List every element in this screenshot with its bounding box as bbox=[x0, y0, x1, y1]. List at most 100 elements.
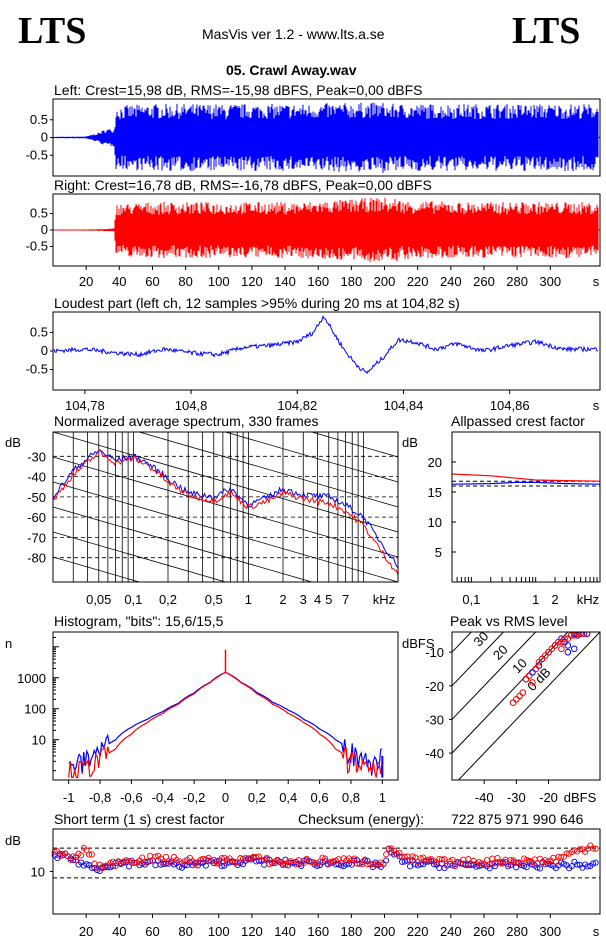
peakrms-point-right bbox=[535, 658, 543, 666]
peakrms-point-left bbox=[564, 642, 572, 649]
crest-point-left bbox=[592, 859, 599, 866]
crest-point-right bbox=[465, 855, 472, 863]
crest-point-left bbox=[574, 861, 581, 868]
crest-point-left bbox=[406, 863, 414, 870]
spectrum-xtick-label: 2 bbox=[279, 592, 286, 607]
crest-point-right bbox=[383, 851, 390, 858]
crest-point-right bbox=[438, 856, 445, 863]
crest-point-right bbox=[253, 854, 260, 861]
time-axis-label: 220 bbox=[407, 274, 429, 289]
peakrms-diagonal bbox=[457, 632, 600, 780]
spectrum-slope-line bbox=[310, 432, 398, 458]
time-axis-unit: s bbox=[593, 274, 600, 289]
loudest-part-ytick-label: 0.5 bbox=[30, 325, 48, 340]
crest-point-right bbox=[330, 858, 337, 865]
allpassed-series-left bbox=[451, 481, 601, 485]
peakrms-point-right bbox=[558, 645, 565, 653]
spectrum-slope-line bbox=[53, 556, 141, 582]
crest-point-right bbox=[322, 855, 329, 862]
crest-point-left bbox=[513, 864, 520, 871]
peakrms-point-right bbox=[532, 665, 539, 673]
right-channel-ytick-label: -0.5 bbox=[26, 239, 48, 254]
crest-point-left bbox=[534, 864, 541, 871]
peakrms-point-left bbox=[564, 648, 572, 656]
spectrum-slope-line bbox=[53, 257, 398, 357]
crest-point-right bbox=[88, 851, 95, 858]
spectrum-frame bbox=[52, 431, 399, 583]
crest-xtick-label: 180 bbox=[341, 924, 363, 939]
peakrms-xtick-label: -30 bbox=[507, 790, 526, 805]
crest-xtick-label: 240 bbox=[440, 924, 462, 939]
spectrum-xunit: kHz bbox=[373, 592, 395, 607]
crest-xtick-label: 40 bbox=[112, 924, 126, 939]
crest-point-left bbox=[94, 866, 101, 873]
spectrum-ytick-label: -80 bbox=[27, 551, 46, 566]
allpassed-title: Allpassed crest factor bbox=[451, 413, 585, 429]
spectrum-series-right bbox=[53, 449, 398, 576]
allpassed-ytick-label: 15 bbox=[428, 485, 442, 500]
histogram-xtick-label: -0,4 bbox=[152, 790, 174, 805]
crest-point-right bbox=[290, 860, 297, 867]
peakrms-xtick-label: -40 bbox=[475, 790, 494, 805]
crest-point-right bbox=[380, 860, 387, 867]
crest-point-right bbox=[83, 847, 90, 854]
crest-xtick-label: 200 bbox=[374, 924, 396, 939]
crest-point-right bbox=[351, 855, 358, 862]
spectrum-xtick-label: 7 bbox=[342, 592, 349, 607]
histogram-xtick-label: -0,8 bbox=[89, 790, 111, 805]
peakrms-point-right bbox=[580, 632, 588, 637]
right-channel-title: Right: Crest=16,78 dB, RMS=-16,78 dBFS, … bbox=[54, 177, 432, 193]
spectrum-slope-line bbox=[53, 282, 398, 382]
histogram-xtick-label: -0,2 bbox=[183, 790, 205, 805]
crest-point-right bbox=[589, 845, 597, 852]
spectrum-ytick-label: -30 bbox=[27, 449, 46, 464]
spectrum-slope-line bbox=[396, 432, 398, 433]
spectrum-xtick-label: 0,2 bbox=[159, 592, 177, 607]
spectrum-slopes bbox=[53, 257, 398, 582]
allpassed-xunit: kHz bbox=[577, 592, 599, 607]
crest-point-right bbox=[449, 856, 456, 863]
crest-point-right bbox=[59, 850, 66, 857]
checksum-label: Checksum (energy): bbox=[298, 811, 425, 827]
loudest-part-unit: s bbox=[593, 398, 600, 413]
peakrms-point-left bbox=[570, 645, 578, 653]
crest-xtick-label: 60 bbox=[145, 924, 159, 939]
loudest-part-xtick-label: 104,82 bbox=[277, 398, 317, 413]
histogram-xtick-label: -1 bbox=[63, 790, 75, 805]
time-axis-label: 180 bbox=[341, 274, 363, 289]
spectrum-xtick-label: 0,1 bbox=[124, 592, 142, 607]
crest-point-right bbox=[592, 845, 599, 852]
left-channel-title: Left: Crest=15,98 dB, RMS=-15,98 dBFS, P… bbox=[54, 82, 423, 98]
crest-point-right bbox=[152, 853, 159, 860]
peakrms-diagonal bbox=[452, 632, 505, 687]
crest-point-right bbox=[51, 848, 58, 855]
time-axis-label: 80 bbox=[178, 274, 192, 289]
crest-point-right bbox=[494, 854, 501, 862]
loudest-part-xtick-label: 104,86 bbox=[490, 398, 530, 413]
crest-xtick-label: 300 bbox=[539, 924, 561, 939]
allpassed-ytick-label: 5 bbox=[435, 545, 442, 560]
time-axis-label: 200 bbox=[374, 274, 396, 289]
crest-point-left bbox=[486, 865, 493, 872]
right-channel-ytick-label: 0.5 bbox=[30, 206, 48, 221]
crest-point-right bbox=[385, 845, 392, 852]
crest-point-left bbox=[152, 862, 159, 869]
allpassed-xtick-label: 1 bbox=[532, 592, 539, 607]
crest-point-right bbox=[131, 859, 138, 866]
peakrms-point-right bbox=[516, 692, 523, 700]
crest-point-right bbox=[576, 846, 583, 853]
crest-point-left bbox=[473, 863, 480, 870]
spectrum-ytick-label: -70 bbox=[27, 530, 46, 545]
peakrms-point-right bbox=[513, 695, 520, 703]
peakrms-ylabel: dBFS bbox=[402, 636, 435, 651]
crest-point-right bbox=[372, 861, 379, 868]
peakrms-diagonal-label: 20 bbox=[490, 642, 511, 663]
left-channel-ytick-label: -0.5 bbox=[26, 147, 48, 162]
loudest-part-ytick-label: -0.5 bbox=[26, 362, 48, 377]
loudest-part-title: Loudest part (left ch, 12 samples >95% d… bbox=[54, 295, 460, 311]
time-axis-label: 140 bbox=[274, 274, 296, 289]
loudest-part-xtick-label: 104,84 bbox=[384, 398, 424, 413]
time-axis-label: 40 bbox=[112, 274, 126, 289]
crest-point-left bbox=[584, 863, 591, 870]
